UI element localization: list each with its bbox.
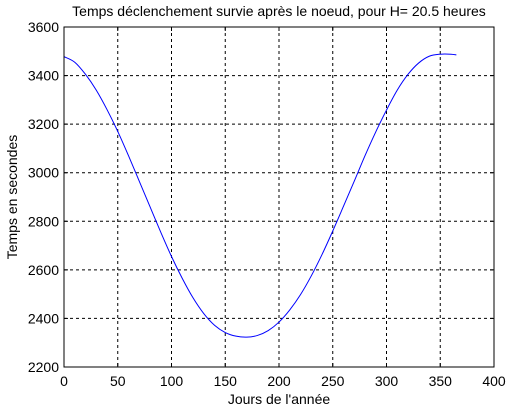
y-tick-label: 3200 [28,116,59,132]
series-group [63,53,457,338]
x-axis-label: Jours de l'année [228,391,331,406]
y-tick-labels: 2200 2400 2600 2800 3000 3200 3400 3600 [28,19,59,375]
x-tick-label: 300 [375,373,399,389]
x-tick-label: 350 [429,373,453,389]
y-axis-label: Temps en secondes [4,135,20,260]
y-tick-label: 3600 [28,19,59,35]
series-line-0 [63,53,457,338]
x-tick-label: 250 [321,373,345,389]
x-tick-label: 150 [214,373,238,389]
y-tick-label: 2800 [28,213,59,229]
y-tick-label: 2200 [28,359,59,375]
grid-lines [64,27,494,367]
chart-title: Temps déclenchement survie après le noeu… [72,3,486,19]
x-tick-label: 400 [482,373,506,389]
plot-frame [63,26,495,368]
y-tick-label: 2600 [28,262,59,278]
x-tick-label: 200 [267,373,291,389]
x-tick-label: 0 [60,373,68,389]
y-tick-label: 3000 [28,165,59,181]
x-tick-labels: 0 50 100 150 200 250 300 350 400 [60,373,506,389]
x-tick-label: 100 [160,373,184,389]
y-tick-label: 3400 [28,68,59,84]
x-tick-label: 50 [110,373,126,389]
y-tick-label: 2400 [28,310,59,326]
